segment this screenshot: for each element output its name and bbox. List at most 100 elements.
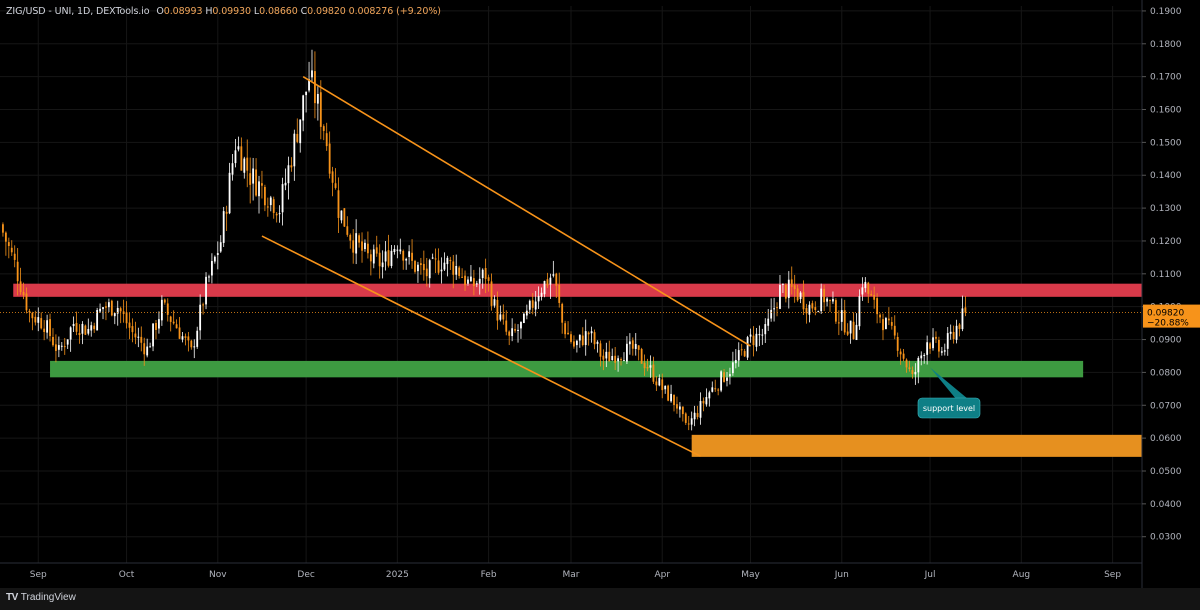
candle-body bbox=[422, 263, 425, 271]
candle-body bbox=[116, 307, 119, 314]
candle-body bbox=[876, 298, 879, 315]
candle-body bbox=[525, 310, 528, 316]
candle-body bbox=[611, 356, 614, 361]
candle-body bbox=[520, 321, 522, 329]
candle-body bbox=[837, 322, 840, 324]
candle-body bbox=[461, 276, 464, 278]
candle-body bbox=[887, 318, 890, 321]
tradingview-logo[interactable]: TV TradingView bbox=[6, 592, 76, 603]
candle-body bbox=[531, 300, 534, 308]
candle-body bbox=[160, 299, 163, 321]
candle-body bbox=[617, 358, 620, 362]
candle-body bbox=[328, 143, 331, 174]
candle-body bbox=[60, 345, 63, 347]
footer-bar bbox=[0, 588, 1200, 610]
candle-body bbox=[199, 304, 202, 331]
candle-body bbox=[667, 385, 670, 401]
candle-body bbox=[573, 341, 575, 347]
candle-body bbox=[943, 350, 946, 352]
candle-body bbox=[143, 343, 146, 355]
candle-body bbox=[846, 331, 849, 335]
candle-body bbox=[172, 321, 175, 324]
candle-body bbox=[849, 320, 852, 334]
candle-body bbox=[793, 285, 796, 290]
candle-body bbox=[764, 324, 767, 335]
candle-body bbox=[458, 267, 461, 276]
candle-body bbox=[678, 406, 681, 410]
candle-body bbox=[935, 336, 937, 339]
candle-body bbox=[590, 331, 593, 334]
candle-body bbox=[817, 311, 820, 313]
candle-body bbox=[873, 294, 876, 300]
resistance-zone bbox=[13, 283, 1142, 297]
candle-body bbox=[434, 258, 437, 260]
time-axis[interactable]: Sep Oct Nov Dec 2025 Feb Mar Apr May Jun Jul Aug Sep bbox=[0, 562, 1142, 580]
candle-body bbox=[78, 332, 81, 336]
candle-body bbox=[802, 292, 805, 310]
candle-body bbox=[517, 329, 519, 331]
x-tick-label: Aug bbox=[1013, 570, 1031, 580]
candle-body bbox=[28, 310, 31, 313]
candle-body bbox=[255, 169, 257, 196]
candle-body bbox=[399, 249, 402, 252]
candle-body bbox=[737, 350, 740, 361]
y-tick-label: 0.0300 bbox=[1150, 533, 1182, 543]
candle-body bbox=[587, 332, 590, 335]
candle-body bbox=[84, 325, 87, 335]
y-tick-label: 0.1800 bbox=[1150, 40, 1182, 50]
x-tick-label: Mar bbox=[563, 570, 580, 580]
candle-body bbox=[626, 343, 628, 362]
candle-body bbox=[128, 322, 131, 328]
candle-body bbox=[499, 314, 502, 320]
candle-body bbox=[790, 279, 793, 287]
candle-body bbox=[808, 304, 811, 315]
candle-body bbox=[602, 355, 605, 360]
candle-body bbox=[784, 284, 787, 299]
y-tick-label: 0.1100 bbox=[1150, 270, 1182, 280]
candle-body bbox=[40, 318, 43, 329]
x-tick-label: Nov bbox=[209, 570, 227, 580]
candle-body bbox=[570, 334, 572, 342]
candle-body bbox=[219, 242, 222, 252]
candle-body bbox=[885, 318, 887, 330]
candle-body bbox=[787, 279, 790, 299]
callout-label: support level bbox=[923, 404, 975, 413]
candle-body bbox=[893, 325, 896, 336]
symbol-label[interactable]: ZIG/USD - UNI, 1D, DEXTools.io bbox=[6, 6, 150, 17]
candle-body bbox=[929, 343, 931, 349]
candle-body bbox=[814, 307, 817, 311]
candle-body bbox=[437, 260, 440, 273]
y-tick-label: 0.0500 bbox=[1150, 467, 1182, 477]
candle-body bbox=[770, 309, 773, 319]
candle-body bbox=[10, 247, 13, 253]
candle-body bbox=[43, 328, 46, 333]
candle-body bbox=[508, 331, 511, 336]
candle-body bbox=[166, 303, 169, 315]
open-label: O bbox=[156, 6, 164, 17]
candle-body bbox=[826, 298, 828, 302]
candle-body bbox=[634, 343, 637, 349]
candle-body bbox=[811, 303, 814, 309]
candle-body bbox=[558, 284, 561, 303]
candle-body bbox=[578, 334, 581, 341]
candle-body bbox=[13, 253, 16, 260]
candle-body bbox=[319, 92, 322, 127]
candle-body bbox=[193, 346, 196, 348]
price-axis[interactable]: 0.0300 0.0400 0.0500 0.0600 0.0700 0.0800 0.09… bbox=[1141, 0, 1200, 588]
candle-body bbox=[711, 387, 714, 392]
candle-body bbox=[272, 199, 275, 213]
candle-body bbox=[349, 234, 352, 241]
x-tick-label: Sep bbox=[1104, 570, 1121, 580]
candle-body bbox=[643, 362, 646, 369]
candle-body bbox=[361, 241, 363, 251]
close-label: C bbox=[300, 6, 308, 17]
candle-body bbox=[63, 346, 66, 348]
candle-body bbox=[334, 183, 337, 188]
candle-body bbox=[314, 71, 316, 104]
candle-body bbox=[614, 355, 617, 363]
price-zones bbox=[13, 283, 1142, 457]
candle-body bbox=[664, 385, 667, 390]
candle-body bbox=[540, 292, 543, 297]
candle-body bbox=[110, 300, 113, 316]
